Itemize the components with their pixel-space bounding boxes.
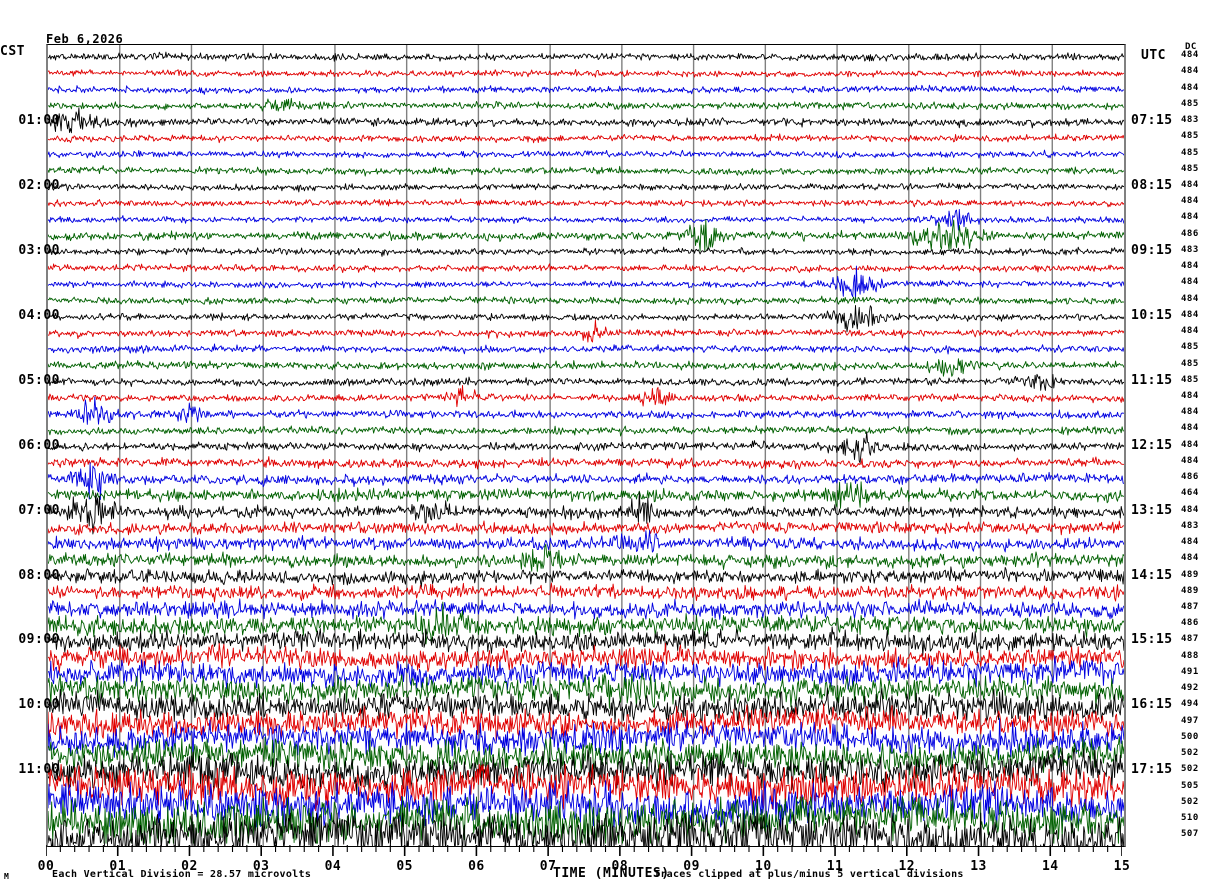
dc-value: 502 (1181, 796, 1199, 807)
right-timezone-label: UTC (1141, 48, 1166, 63)
dc-value: 487 (1181, 634, 1199, 645)
dc-value: 486 (1181, 618, 1199, 629)
dc-value: 497 (1181, 715, 1199, 726)
left-timezone-label: CST (0, 44, 25, 59)
vertical-division-note: Each Vertical Division = 28.57 microvolt… (52, 869, 312, 880)
corner-mark: M (4, 872, 9, 881)
dc-value: 483 (1181, 244, 1199, 255)
seismic-traces (48, 51, 1124, 846)
left-time-label: 02:00 (18, 178, 60, 194)
dc-value: 484 (1181, 553, 1199, 564)
right-time-label: 08:15 (1131, 178, 1173, 194)
dc-column-header: DC (1185, 42, 1197, 52)
dc-value: 486 (1181, 472, 1199, 483)
x-axis-tick-label: 13 (970, 859, 987, 874)
dc-value: 483 (1181, 520, 1199, 531)
dc-value: 484 (1181, 326, 1199, 337)
left-time-label: 05:00 (18, 372, 60, 388)
dc-value: 489 (1181, 569, 1199, 580)
x-axis-tick-label: 00 (37, 859, 55, 874)
dc-value: 484 (1181, 309, 1199, 320)
right-time-label: 16:15 (1131, 697, 1173, 713)
dc-value: 464 (1181, 488, 1199, 499)
x-axis-title: TIME (MINUTES) (553, 866, 670, 881)
dc-value: 510 (1181, 813, 1199, 824)
x-axis-tick-label: 15 (1113, 859, 1131, 874)
dc-value: 484 (1181, 455, 1199, 466)
dc-value: 484 (1181, 504, 1199, 515)
x-axis-tick-label: 01 (109, 859, 127, 874)
x-axis-tick-label: 07 (539, 859, 557, 874)
x-axis-tick-label: 06 (468, 859, 485, 874)
dc-value: 485 (1181, 147, 1199, 158)
dc-value: 485 (1181, 358, 1199, 369)
clipping-note: Traces clipped at plus/minus 5 vertical … (654, 869, 964, 880)
dc-value: 484 (1181, 82, 1199, 93)
dc-value: 507 (1181, 829, 1199, 840)
dc-value: 484 (1181, 196, 1199, 207)
dc-value: 486 (1181, 228, 1199, 239)
dc-value: 485 (1181, 342, 1199, 353)
dc-value: 502 (1181, 748, 1199, 759)
dc-value: 484 (1181, 537, 1199, 548)
dc-value: 485 (1181, 131, 1199, 142)
left-time-label: 11:00 (18, 762, 60, 778)
dc-value: 485 (1181, 163, 1199, 174)
dc-value: 494 (1181, 699, 1199, 710)
dc-value: 484 (1181, 261, 1199, 272)
dc-value: 484 (1181, 180, 1199, 191)
dc-value: 484 (1181, 439, 1199, 450)
dc-value: 484 (1181, 277, 1199, 288)
dc-value: 505 (1181, 780, 1199, 791)
right-time-label: 13:15 (1131, 502, 1173, 518)
x-axis-tick-label: 03 (252, 859, 270, 874)
x-axis-tick-label: 10 (755, 859, 772, 874)
dc-value: 485 (1181, 98, 1199, 109)
right-time-label: 11:15 (1131, 372, 1173, 388)
dc-value: 484 (1181, 66, 1199, 77)
x-axis-tick-label: 08 (611, 859, 629, 874)
left-time-label: 03:00 (18, 242, 60, 258)
dc-value: 484 (1181, 391, 1199, 402)
dc-value: 484 (1181, 50, 1199, 61)
dc-value: 502 (1181, 764, 1199, 775)
x-axis-tick-label: 11 (826, 859, 844, 874)
dc-value: 484 (1181, 212, 1199, 223)
dc-value: 483 (1181, 115, 1199, 126)
left-time-label: 08:00 (18, 567, 60, 583)
dc-value: 489 (1181, 585, 1199, 596)
dc-value: 500 (1181, 731, 1199, 742)
dc-value: 487 (1181, 602, 1199, 613)
x-axis-tick-label: 14 (1041, 859, 1059, 874)
header-date: Feb 6,2026 (46, 32, 124, 46)
dc-value: 484 (1181, 407, 1199, 418)
right-time-label: 12:15 (1131, 437, 1173, 453)
left-time-label: 01:00 (18, 113, 60, 129)
dc-value: 488 (1181, 650, 1199, 661)
right-time-label: 09:15 (1131, 242, 1173, 258)
dc-value: 484 (1181, 423, 1199, 434)
x-axis-tick-label: 09 (683, 859, 700, 874)
x-axis-tick-label: 04 (324, 859, 342, 874)
left-time-label: 06:00 (18, 437, 60, 453)
left-time-label: 10:00 (18, 697, 60, 713)
dc-value: 485 (1181, 374, 1199, 385)
right-time-label: 07:15 (1131, 113, 1173, 129)
x-axis-tick-label: 05 (396, 859, 413, 874)
x-axis-tick-label: 02 (181, 859, 198, 874)
helicorder-plot[interactable] (46, 44, 1126, 847)
right-time-label: 15:15 (1131, 632, 1173, 648)
dc-value: 491 (1181, 666, 1199, 677)
right-time-label: 10:15 (1131, 307, 1173, 323)
right-time-label: 14:15 (1131, 567, 1173, 583)
left-time-label: 04:00 (18, 307, 60, 323)
x-axis-ticks (46, 845, 1122, 856)
left-time-label: 07:00 (18, 502, 60, 518)
dc-value: 484 (1181, 293, 1199, 304)
x-axis-tick-label: 12 (898, 859, 916, 874)
right-time-label: 17:15 (1131, 762, 1173, 778)
left-time-label: 09:00 (18, 632, 60, 648)
dc-value: 492 (1181, 683, 1199, 694)
